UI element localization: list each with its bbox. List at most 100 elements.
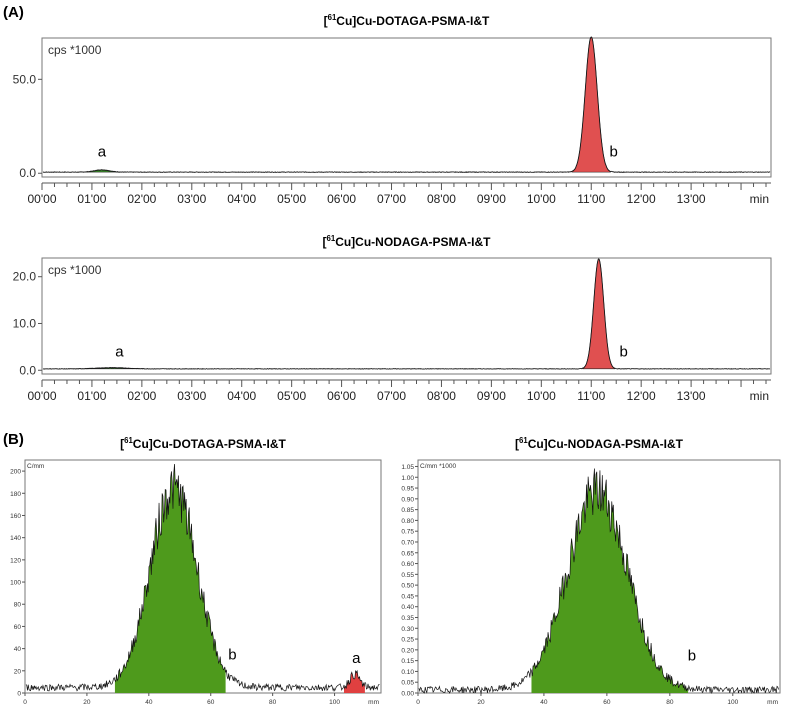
y-tick-label: 50.0 — [13, 72, 37, 86]
x-tick-label: 100 — [727, 699, 738, 706]
plot-frame — [41, 257, 772, 375]
x-tick-label: 40 — [145, 699, 153, 706]
chart-title: [61Cu]Cu-NODAGA-PSMA-I&T — [515, 436, 684, 451]
panel-label-a: (A) — [3, 4, 24, 21]
panel-label-b: (B) — [3, 431, 24, 448]
tlc-scan-nodaga: [61Cu]Cu-NODAGA-PSMA-I&T 0.00 0.05 0.10 0.15… — [401, 436, 781, 706]
y-axis-label: cps *1000 — [48, 43, 102, 57]
chart-title-part: Cu]Cu-DOTAGA-PSMA-I&T — [336, 14, 490, 28]
x-tick-label: 03'00 — [177, 192, 206, 206]
y-tick-label: 10.0 — [13, 316, 37, 330]
y-axis-label: C/mm *1000 — [420, 463, 457, 470]
x-tick-label: 02'00 — [127, 192, 156, 206]
y-tick-label: 40 — [14, 646, 22, 653]
y-tick-label: 0.95 — [401, 486, 414, 493]
chart-title-sup: 61 — [124, 436, 133, 445]
scan-trace — [25, 463, 380, 692]
x-tick-label: 80 — [269, 699, 277, 706]
y-tick-label: 100 — [10, 580, 21, 587]
peak-area-a — [344, 670, 365, 693]
x-tick-label: 10'00 — [527, 192, 556, 206]
scan-trace — [418, 468, 779, 695]
y-tick-label: 0.45 — [401, 593, 414, 600]
x-axis-label: min — [750, 192, 769, 206]
x-tick-label: 07'00 — [377, 192, 406, 206]
y-tick-label: 180 — [10, 491, 21, 498]
x-tick-label: 0 — [416, 699, 420, 706]
y-axis-label: cps *1000 — [48, 263, 102, 277]
y-tick-label: 0.50 — [401, 583, 414, 590]
tlc-scan-dotaga: [61Cu]Cu-DOTAGA-PSMA-I&T 0 20 40 60 80 100 120 1… — [10, 436, 382, 706]
x-tick-label: 04'00 — [227, 389, 256, 403]
y-tick-label: 1.05 — [401, 464, 414, 471]
x-tick-label: 40 — [540, 699, 548, 706]
peak-label-b: b — [610, 143, 618, 160]
chart-title: [61Cu]Cu-NODAGA-PSMA-I&T — [323, 234, 492, 249]
x-tick-label: 20 — [477, 699, 485, 706]
y-tick-label: 0.70 — [401, 539, 414, 546]
x-tick-label: 01'00 — [77, 192, 106, 206]
x-tick-label: 01'00 — [77, 389, 106, 403]
y-tick-label: 0.30 — [401, 626, 414, 633]
x-tick-label: 05'00 — [277, 192, 306, 206]
peak-label-a: a — [115, 344, 124, 361]
y-tick-label: 0.80 — [401, 518, 414, 525]
x-tick-label: 60 — [603, 699, 611, 706]
x-tick-label: 00'00 — [28, 192, 57, 206]
x-tick-label: 08'00 — [427, 192, 456, 206]
x-tick-label: 08'00 — [427, 389, 456, 403]
x-tick-label: 02'00 — [127, 389, 156, 403]
x-tick-label: 60 — [207, 699, 215, 706]
chart-title-part: Cu]Cu-DOTAGA-PSMA-I&T — [133, 437, 287, 451]
x-tick-label: 00'00 — [28, 389, 57, 403]
x-tick-label: 20 — [83, 699, 91, 706]
y-tick-label: 0.60 — [401, 561, 414, 568]
peak-label-a: a — [98, 143, 107, 160]
peak-label-a: a — [352, 650, 361, 667]
x-tick-label: 0 — [23, 699, 27, 706]
y-tick-label: 20 — [14, 668, 22, 675]
y-tick-label: 200 — [10, 469, 21, 476]
y-tick-label: 0.90 — [401, 496, 414, 503]
x-tick-label: 05'00 — [277, 389, 306, 403]
chromatogram-nodaga: [61Cu]Cu-NODAGA-PSMA-I&T 0.0 10.0 20.0 cps *… — [13, 234, 772, 403]
chart-title-sup: 61 — [328, 13, 337, 22]
peak-area-b — [114, 463, 226, 693]
x-tick-label: 13'00 — [677, 389, 706, 403]
signal-trace — [42, 36, 771, 174]
x-tick-label: 11'00 — [577, 192, 605, 206]
y-tick-label: 0.85 — [401, 507, 414, 514]
y-tick-label: 0.55 — [401, 572, 414, 579]
x-tick-label: 10'00 — [527, 389, 556, 403]
y-tick-label: 1.00 — [401, 475, 414, 482]
chart-title-part: [ — [120, 437, 124, 451]
x-tick-label: 80 — [666, 699, 674, 706]
x-tick-label: 07'00 — [377, 389, 406, 403]
y-tick-label: 0.05 — [401, 680, 414, 687]
y-tick-label: 0.15 — [401, 658, 414, 665]
chart-title-sup: 61 — [327, 234, 336, 243]
plot-frame — [41, 37, 772, 178]
chart-title-part: [ — [324, 14, 328, 28]
chart-title-part: [ — [515, 437, 519, 451]
y-tick-label: 0.20 — [401, 647, 414, 654]
y-tick-label: 0.10 — [401, 669, 414, 676]
peak-area-b — [531, 468, 689, 693]
x-tick-label: 09'00 — [477, 389, 506, 403]
y-tick-label: 0.00 — [401, 691, 414, 698]
x-tick-label: 06'00 — [327, 192, 356, 206]
chromatogram-dotaga: [61Cu]Cu-DOTAGA-PSMA-I&T 0.0 50.0 cps *1000… — [13, 13, 772, 206]
y-tick-label: 140 — [10, 535, 21, 542]
y-tick-label: 80 — [14, 602, 22, 609]
x-tick-label: 06'00 — [327, 389, 356, 403]
y-tick-label: 0.25 — [401, 637, 414, 644]
x-tick-label: 09'00 — [477, 192, 506, 206]
signal-trace — [42, 258, 771, 370]
y-tick-label: 0 — [17, 691, 21, 698]
y-tick-label: 0.0 — [19, 166, 36, 180]
x-axis-label: mm — [767, 699, 778, 706]
chart-title: [61Cu]Cu-DOTAGA-PSMA-I&T — [120, 436, 286, 451]
x-axis-label: min — [750, 389, 769, 403]
x-tick-label: 12'00 — [627, 192, 656, 206]
